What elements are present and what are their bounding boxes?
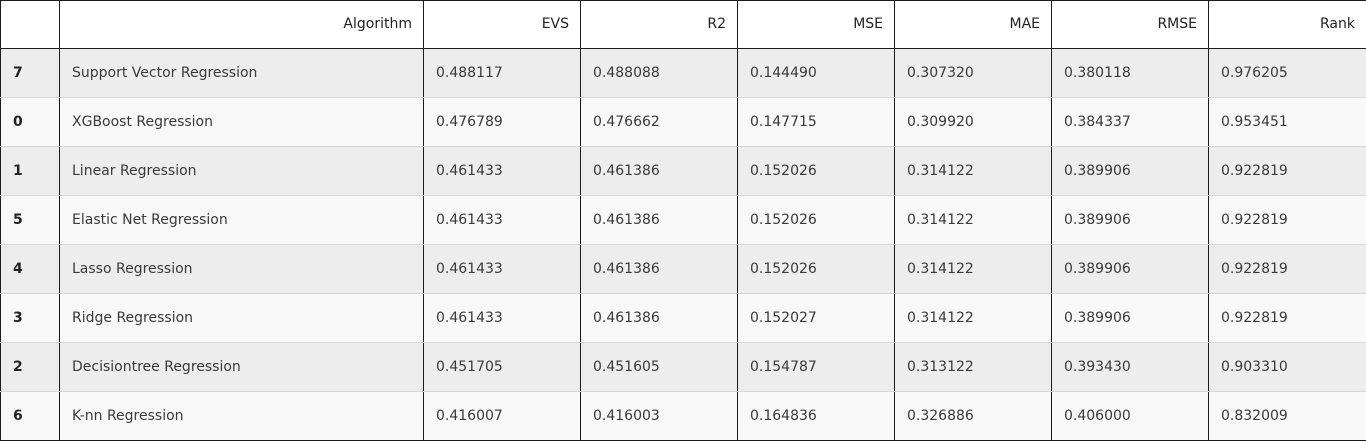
cell-mae: 0.307320 — [894, 48, 1052, 98]
cell-r2: 0.451605 — [580, 342, 738, 392]
cell-mse: 0.152026 — [737, 146, 895, 196]
header-row: Algorithm EVS R2 MSE MAE RMSE Rank — [0, 0, 1366, 49]
row-index: 4 — [0, 244, 60, 294]
cell-evs: 0.461433 — [423, 244, 581, 294]
cell-r2: 0.461386 — [580, 146, 738, 196]
cell-algorithm: Support Vector Regression — [59, 48, 424, 98]
cell-rank: 0.832009 — [1208, 391, 1366, 441]
cell-rmse: 0.406000 — [1051, 391, 1209, 441]
cell-mae: 0.309920 — [894, 97, 1052, 147]
table-header: Algorithm EVS R2 MSE MAE RMSE Rank — [0, 0, 1366, 49]
table-row: 0 XGBoost Regression 0.476789 0.476662 0… — [0, 97, 1366, 147]
cell-rmse: 0.384337 — [1051, 97, 1209, 147]
cell-mse: 0.144490 — [737, 48, 895, 98]
cell-rmse: 0.393430 — [1051, 342, 1209, 392]
cell-evs: 0.461433 — [423, 195, 581, 245]
cell-rank: 0.903310 — [1208, 342, 1366, 392]
cell-algorithm: Decisiontree Regression — [59, 342, 424, 392]
cell-evs: 0.416007 — [423, 391, 581, 441]
cell-rank: 0.953451 — [1208, 97, 1366, 147]
row-index: 0 — [0, 97, 60, 147]
table-row: 5 Elastic Net Regression 0.461433 0.4613… — [0, 195, 1366, 245]
cell-evs: 0.476789 — [423, 97, 581, 147]
cell-r2: 0.461386 — [580, 293, 738, 343]
cell-rank: 0.922819 — [1208, 195, 1366, 245]
header-mae: MAE — [894, 0, 1052, 49]
cell-mae: 0.313122 — [894, 342, 1052, 392]
table-row: 3 Ridge Regression 0.461433 0.461386 0.1… — [0, 293, 1366, 343]
cell-algorithm: XGBoost Regression — [59, 97, 424, 147]
cell-r2: 0.488088 — [580, 48, 738, 98]
row-index: 2 — [0, 342, 60, 392]
cell-r2: 0.461386 — [580, 195, 738, 245]
cell-rmse: 0.389906 — [1051, 195, 1209, 245]
cell-mse: 0.154787 — [737, 342, 895, 392]
cell-algorithm: Linear Regression — [59, 146, 424, 196]
cell-evs: 0.451705 — [423, 342, 581, 392]
cell-rmse: 0.380118 — [1051, 48, 1209, 98]
cell-algorithm: Lasso Regression — [59, 244, 424, 294]
cell-rank: 0.922819 — [1208, 293, 1366, 343]
header-algorithm: Algorithm — [59, 0, 424, 49]
table-row: 4 Lasso Regression 0.461433 0.461386 0.1… — [0, 244, 1366, 294]
cell-mse: 0.164836 — [737, 391, 895, 441]
cell-rmse: 0.389906 — [1051, 244, 1209, 294]
table-row: 7 Support Vector Regression 0.488117 0.4… — [0, 48, 1366, 98]
table-row: 2 Decisiontree Regression 0.451705 0.451… — [0, 342, 1366, 392]
cell-rank: 0.922819 — [1208, 244, 1366, 294]
header-r2: R2 — [580, 0, 738, 49]
header-index — [0, 0, 60, 49]
cell-mse: 0.152027 — [737, 293, 895, 343]
cell-rank: 0.976205 — [1208, 48, 1366, 98]
header-rmse: RMSE — [1051, 0, 1209, 49]
cell-mae: 0.314122 — [894, 195, 1052, 245]
header-rank: Rank — [1208, 0, 1366, 49]
cell-mse: 0.152026 — [737, 244, 895, 294]
header-mse: MSE — [737, 0, 895, 49]
row-index: 7 — [0, 48, 60, 98]
cell-rmse: 0.389906 — [1051, 293, 1209, 343]
table-body: 7 Support Vector Regression 0.488117 0.4… — [0, 48, 1366, 441]
cell-algorithm: K-nn Regression — [59, 391, 424, 441]
row-index: 3 — [0, 293, 60, 343]
cell-algorithm: Elastic Net Regression — [59, 195, 424, 245]
cell-evs: 0.461433 — [423, 293, 581, 343]
cell-mse: 0.152026 — [737, 195, 895, 245]
cell-evs: 0.461433 — [423, 146, 581, 196]
cell-r2: 0.476662 — [580, 97, 738, 147]
row-index: 5 — [0, 195, 60, 245]
table-row: 1 Linear Regression 0.461433 0.461386 0.… — [0, 146, 1366, 196]
cell-rmse: 0.389906 — [1051, 146, 1209, 196]
cell-mae: 0.314122 — [894, 293, 1052, 343]
cell-mae: 0.314122 — [894, 244, 1052, 294]
header-evs: EVS — [423, 0, 581, 49]
cell-mse: 0.147715 — [737, 97, 895, 147]
cell-mae: 0.314122 — [894, 146, 1052, 196]
cell-algorithm: Ridge Regression — [59, 293, 424, 343]
cell-mae: 0.326886 — [894, 391, 1052, 441]
cell-rank: 0.922819 — [1208, 146, 1366, 196]
row-index: 6 — [0, 391, 60, 441]
table-row: 6 K-nn Regression 0.416007 0.416003 0.16… — [0, 391, 1366, 441]
cell-evs: 0.488117 — [423, 48, 581, 98]
row-index: 1 — [0, 146, 60, 196]
cell-r2: 0.416003 — [580, 391, 738, 441]
cell-r2: 0.461386 — [580, 244, 738, 294]
